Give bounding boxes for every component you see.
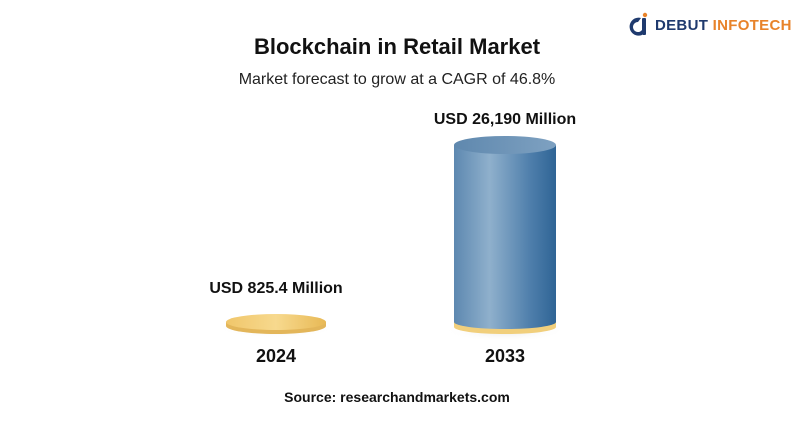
brand-logo: DEBUT INFOTECH	[628, 12, 792, 38]
x-tick-2024: 2024	[255, 346, 297, 366]
bar-2033-cylinder	[443, 136, 567, 342]
source-note: Source: researchandmarkets.com	[284, 389, 510, 405]
chart-subtitle: Market forecast to grow at a CAGR of 46.…	[238, 71, 556, 88]
brand-name: DEBUT INFOTECH	[655, 16, 792, 34]
bar-2024-value-label: USD 825.4 Million	[209, 280, 343, 297]
bar-2033-value-label: USD 26,190 Million	[433, 111, 577, 128]
debut-logo-icon	[629, 12, 648, 36]
x-tick-2033: 2033	[484, 346, 526, 366]
bar-2024-cylinder	[216, 314, 336, 338]
chart-title: Blockchain in Retail Market	[253, 34, 541, 59]
